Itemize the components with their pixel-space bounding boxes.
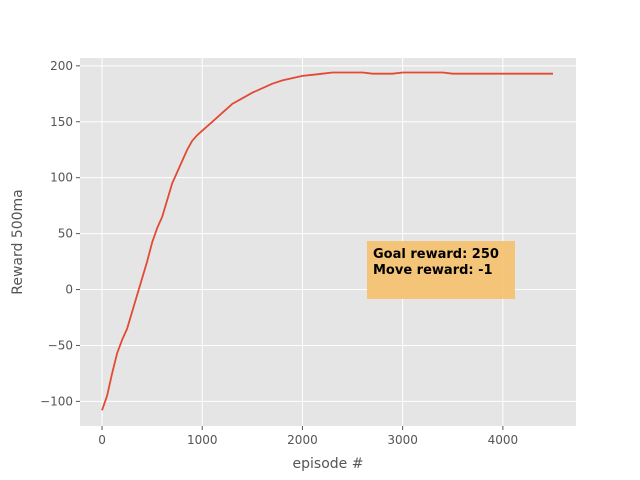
annotation-box	[367, 241, 515, 299]
x-tick-label: 0	[98, 433, 106, 447]
y-tick-label: 50	[58, 227, 73, 241]
y-axis-label: Reward 500ma	[10, 189, 26, 295]
x-tick-label: 1000	[187, 433, 218, 447]
reward-line	[101, 71, 553, 411]
y-tick-label: −50	[48, 338, 73, 352]
x-tick-label: 2000	[287, 433, 318, 447]
x-axis-label: episode #	[293, 456, 364, 472]
y-tick-label: −100	[40, 394, 73, 408]
y-tick-labels: −100 −50 0 50 100 150 200	[40, 59, 80, 408]
annotation-text: Move reward: -1	[373, 263, 493, 278]
y-tick-label: 100	[50, 171, 73, 185]
x-tick-label: 3000	[387, 433, 418, 447]
x-tick-labels: 0 1000 2000 3000 4000	[98, 426, 518, 447]
series-group	[101, 71, 553, 411]
y-tick-label: 200	[50, 59, 73, 73]
annotation-text: Goal reward: 250	[373, 247, 499, 262]
y-tick-label: 150	[50, 115, 73, 129]
y-tick-label: 0	[65, 283, 73, 297]
x-tick-label: 4000	[488, 433, 519, 447]
